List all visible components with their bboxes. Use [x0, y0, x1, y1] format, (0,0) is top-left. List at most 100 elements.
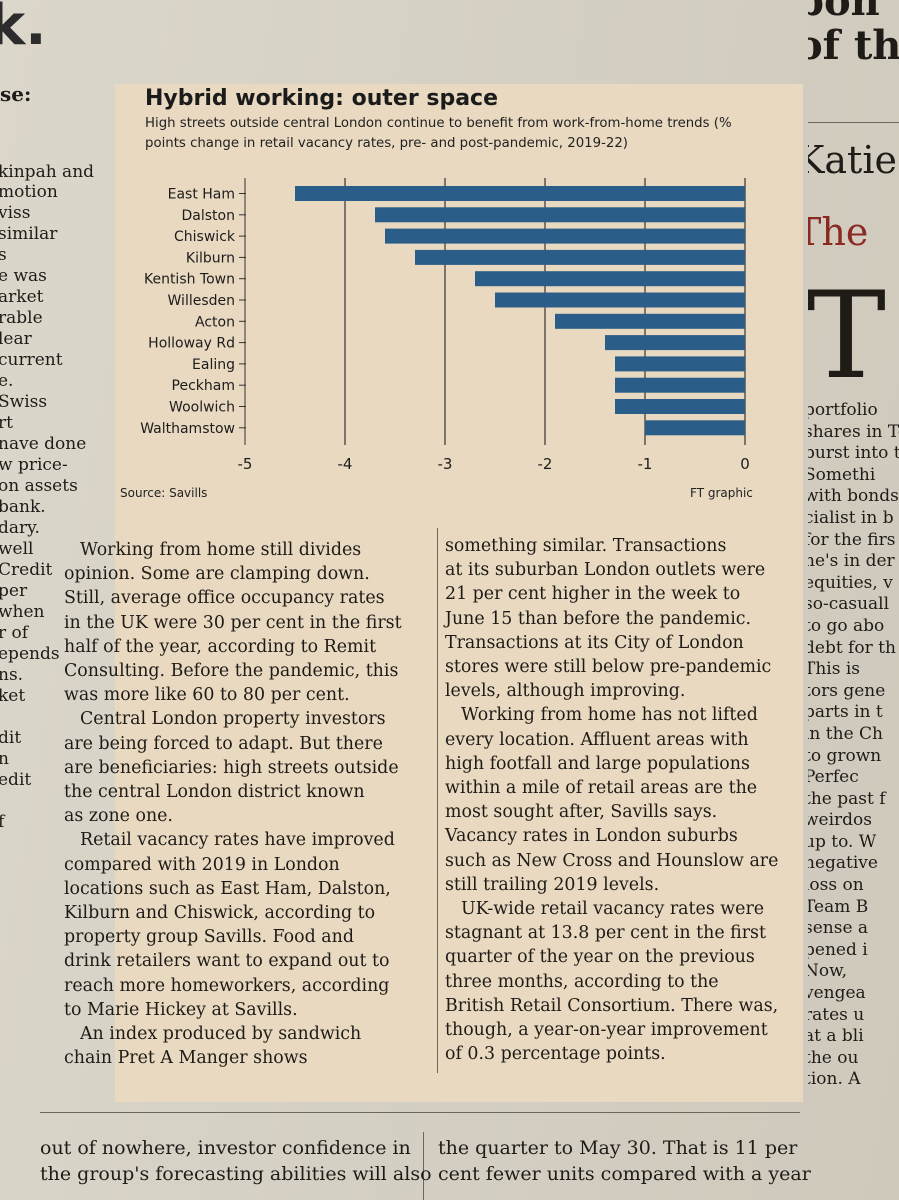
left-fragment-line: kinpah and: [0, 162, 95, 182]
article-line: high footfall and large populations: [445, 753, 750, 774]
bottom-text-right: the quarter to May 30. That is 11 per ce…: [438, 1135, 811, 1187]
bottom-right-line-1: the quarter to May 30. That is 11 per: [438, 1137, 798, 1159]
article-column-2: something similar. Transactions at its su…: [445, 534, 795, 1066]
category-label: Ealing: [192, 357, 235, 373]
right-fragment-line: equities, v: [808, 572, 893, 593]
right-column-fragments: bon of th Katie The T portfolio shares in…: [808, 0, 899, 1200]
left-column-fragments: k. se: kinpah and motion viss similar s e was a…: [0, 0, 110, 1200]
article-line: Working from home still divides: [80, 540, 362, 560]
right-fragment-line: in the Ch: [808, 723, 883, 744]
right-fragment-line: parts in t: [808, 702, 883, 723]
right-fragment-line: tors gene: [808, 680, 886, 701]
bar: [615, 399, 745, 414]
bar: [615, 356, 745, 372]
left-fragment-line: Credit: [0, 560, 53, 580]
right-heading-line-1: bon: [808, 0, 880, 25]
article-line: are beneficiaries: high streets outside: [64, 757, 399, 778]
left-fragment-line: e was: [0, 266, 47, 286]
article-line: Working from home has not lifted: [461, 705, 758, 726]
category-label: Peckham: [172, 378, 235, 394]
article-line: Vacancy rates in London suburbs: [445, 826, 738, 847]
x-tick-label: 0: [740, 455, 750, 473]
right-fragment-line: up to. W: [808, 831, 877, 852]
left-fragment-line: well: [0, 539, 34, 559]
article-line: An index produced by sandwich: [80, 1024, 362, 1045]
article-line: reach more homeworkers, according: [64, 975, 390, 996]
article-line: of 0.3 percentage points.: [445, 1044, 666, 1065]
bottom-column-rule: [423, 1132, 424, 1200]
bar: [295, 186, 745, 201]
right-fragment-line: pened i: [808, 939, 868, 960]
article-line: levels, although improving.: [445, 681, 686, 702]
bar: [415, 249, 745, 265]
left-fragment-line: rt: [0, 413, 13, 433]
x-tick-label: -1: [638, 455, 653, 473]
article-line: Transactions at its City of London: [445, 632, 744, 653]
article-column-1: Working from home still divides opinion. …: [64, 538, 422, 1070]
x-tick-label: -3: [438, 455, 453, 473]
category-label: Willesden: [168, 293, 235, 309]
right-fragment-line: weirdos: [808, 810, 873, 831]
article-line: UK-wide retail vacancy rates were: [461, 899, 765, 920]
bar: [615, 377, 745, 393]
bar-chart: East Ham Dalston Chiswick Kilburn Kentish To…: [140, 178, 750, 473]
right-fragment-line: This is: [808, 659, 861, 680]
left-fragment-line: s: [0, 245, 7, 265]
left-fragment-line: lear: [0, 329, 32, 349]
right-fragment-line: shares in Te: [808, 421, 899, 442]
bottom-rule: [40, 1112, 800, 1113]
article-line: was more like 60 to 80 per cent.: [64, 685, 350, 706]
right-fragment-line: to go abo: [808, 615, 885, 636]
article-line: most sought after, Savills says.: [445, 802, 718, 823]
left-fragment-line: e.: [0, 371, 14, 391]
article-line: still trailing 2019 levels.: [445, 874, 660, 895]
right-fragment-line: tion. A: [808, 1069, 861, 1090]
left-fragment-line: Swiss: [0, 392, 48, 412]
category-label: Dalston: [182, 208, 235, 224]
left-fragment-line: rable: [0, 308, 43, 328]
chart-title: Hybrid working: outer space: [145, 86, 498, 111]
right-fragment-line: loss on: [808, 875, 864, 896]
right-fragment-line: to grown: [808, 745, 882, 766]
category-label: Chiswick: [174, 229, 236, 245]
left-fragment-line: epends: [0, 644, 60, 664]
chart-source: Source: Savills: [120, 486, 208, 500]
article-line: compared with 2019 in London: [64, 854, 340, 875]
x-tick-label: -4: [338, 455, 353, 473]
right-article-title: The: [808, 210, 869, 254]
right-fragment-line: at a bli: [808, 1026, 864, 1047]
article-line: Kilburn and Chiswick, according to: [64, 903, 376, 924]
category-label: Kilburn: [186, 250, 235, 266]
column-rule: [437, 528, 438, 1073]
right-rule: [808, 122, 899, 123]
right-fragment-line: the ou: [808, 1047, 859, 1068]
article-line: within a mile of retail areas are the: [445, 778, 758, 799]
article-line: to Marie Hickey at Savills.: [64, 999, 298, 1020]
bar: [385, 228, 745, 244]
category-label: Acton: [195, 314, 235, 330]
category-label: Holloway Rd: [148, 336, 235, 352]
right-fragment-line: Now,: [808, 961, 848, 982]
article-line: such as New Cross and Hounslow are: [445, 850, 779, 871]
right-heading-line-2: of th: [808, 22, 899, 69]
right-fragment-line: cialist in b: [808, 507, 894, 528]
category-label: East Ham: [168, 187, 235, 203]
article-line: the central London district known: [64, 782, 365, 803]
left-fragment-line: f: [0, 812, 5, 832]
left-fragment-line: se:: [0, 82, 32, 106]
right-fragment-line: the past f: [808, 788, 886, 809]
article-line: June 15 than before the pandemic.: [445, 608, 752, 629]
article-line: as zone one.: [64, 806, 173, 827]
article-line: in the UK were 30 per cent in the first: [64, 612, 402, 633]
chart-subtitle: High streets outside central London cont…: [145, 116, 732, 151]
bar: [495, 292, 745, 308]
article-line: quarter of the year on the previous: [445, 947, 755, 968]
bar: [645, 420, 745, 436]
article-line: property group Savills. Food and: [64, 927, 354, 948]
bottom-text-left: out of nowhere, investor confidence in t…: [40, 1135, 432, 1187]
left-fragment-line: bank.: [0, 497, 46, 517]
chart-credit: FT graphic: [690, 486, 753, 500]
left-fragment-line: w price-: [0, 455, 68, 475]
left-fragment-line: current: [0, 350, 63, 370]
bar: [555, 313, 745, 329]
